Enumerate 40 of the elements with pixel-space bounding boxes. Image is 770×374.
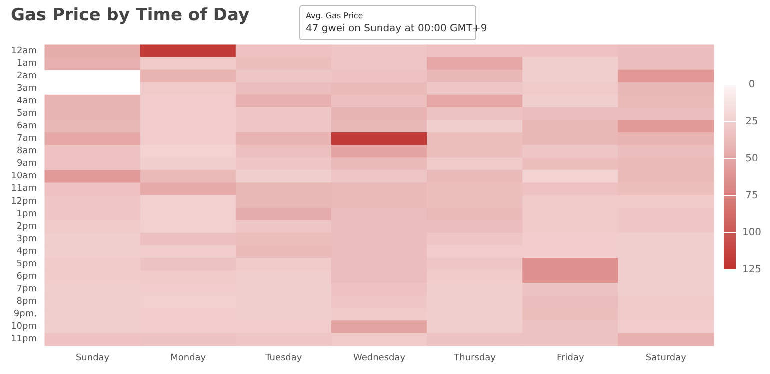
y-tick-label: 5pm [16,259,37,270]
y-tick-label: 3am [16,84,37,94]
y-tick-label: 9am [16,159,37,170]
color-bar-label: 25 [746,116,758,128]
y-tick-label: 7am [16,134,37,144]
x-tick-label: Tuesday [264,354,303,364]
x-tick-label: Sunday [76,354,110,364]
y-tick-label: 6pm [16,272,37,282]
y-tick-label: 3pm [16,234,37,244]
x-tick-label: Monday [170,354,207,364]
x-tick-label: Friday [557,354,585,364]
x-tick-label: Wednesday [353,354,406,364]
y-tick-label: 1pm [16,209,37,220]
y-tick-label: 4pm [16,246,37,257]
y-tick-label: 6am [16,122,37,132]
text: Avg. Gas Price [306,12,364,20]
y-tick-label: 9pm, [14,310,37,320]
x-tick-label: Saturday [646,354,688,364]
y-tick-label: 2am [16,71,37,82]
y-tick-label: 12am [11,46,37,56]
y-tick-label: 1am [16,58,37,69]
color-bar-label: 0 [748,80,756,90]
y-tick-label: 2pm [16,222,37,232]
y-tick-label: 12pm [11,196,37,207]
x-tick-label: Thursday [453,354,497,364]
color-bar-label: 50 [746,154,758,164]
y-tick-label: 4am [16,96,37,106]
y-tick-label: 7pm [16,284,37,295]
y-tick-label: 10am [11,172,37,182]
chart-title: Gas Price by Time of Day [11,6,250,26]
y-tick-label: 8pm [16,297,37,308]
color-bar-label: 100 [742,228,762,238]
color-bar-label: 125 [742,264,762,276]
y-tick-label: 8am [16,146,37,157]
y-tick-label: 5am [16,108,37,119]
y-tick-label: 11am [11,184,37,194]
color-bar-label: 75 [746,190,758,202]
y-tick-label: 11pm [11,334,37,345]
text: 47 gwei on Sunday at 00:00 GMT+9 [306,24,488,34]
y-tick-label: 10pm [11,322,37,332]
